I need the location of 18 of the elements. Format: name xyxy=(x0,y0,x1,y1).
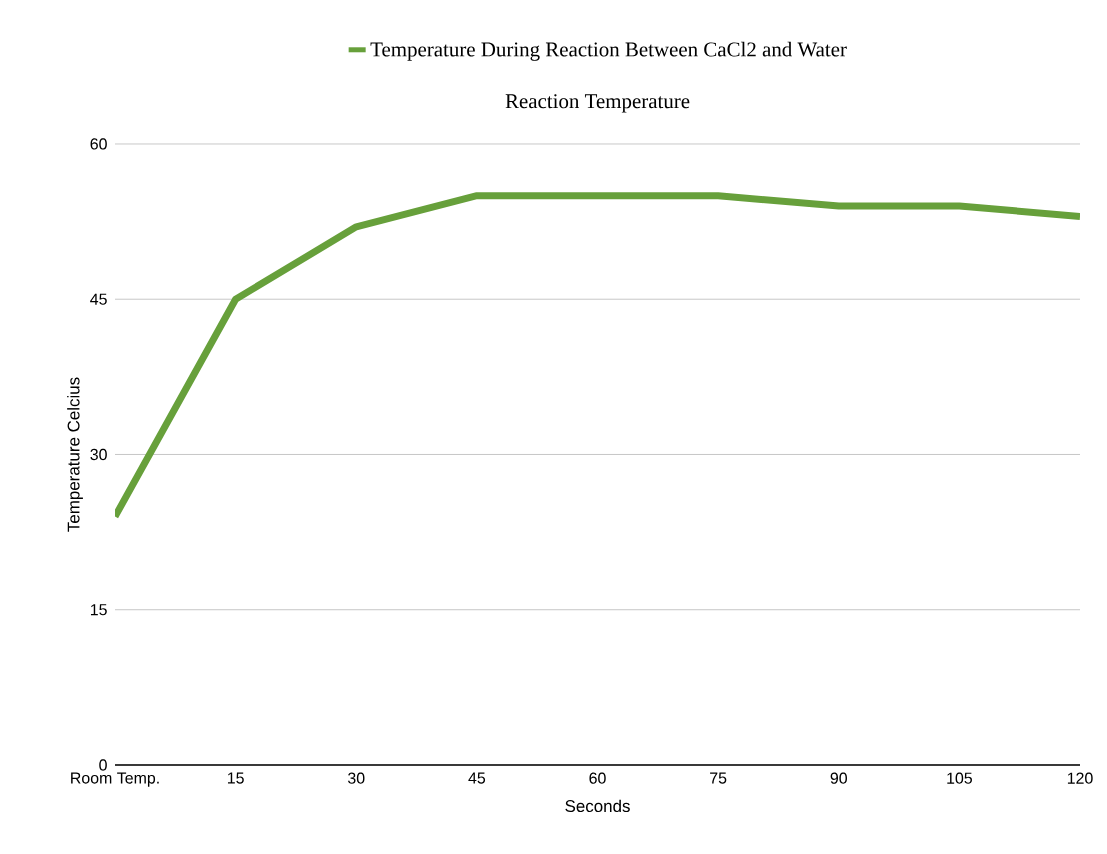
legend-label: Temperature During Reaction Between CaCl2 and Water xyxy=(370,41,847,61)
x-tick-label: 60 xyxy=(589,772,606,784)
y-tick-label: 30 xyxy=(90,448,107,461)
x-tick-label: 120 xyxy=(1067,772,1093,784)
x-tick-label: 105 xyxy=(947,772,972,784)
y-tick-label: 0 xyxy=(99,759,107,771)
x-tick-label: 90 xyxy=(830,772,847,784)
y-tick-label: 45 xyxy=(90,293,107,305)
x-tick-label: 15 xyxy=(227,772,244,784)
y-tick-label: 60 xyxy=(90,138,107,150)
x-tick-label: 30 xyxy=(348,772,365,784)
x-tick-label: 45 xyxy=(468,772,486,784)
x-tick-label: 75 xyxy=(710,772,727,784)
y-tick-label: 15 xyxy=(90,604,107,616)
x-tick-label: Room Temp. xyxy=(71,772,159,787)
x-axis-title: Seconds xyxy=(565,799,630,813)
y-axis-title: Temperature Celcius xyxy=(67,377,83,532)
chart-title: Reaction Temperature xyxy=(505,94,690,113)
